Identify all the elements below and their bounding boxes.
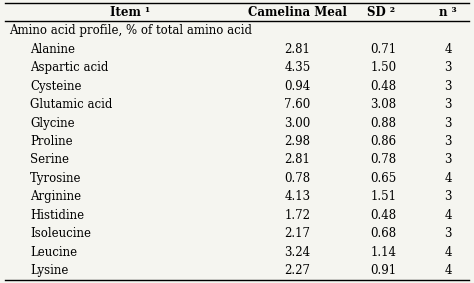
Text: 0.78: 0.78 [370, 153, 396, 166]
Text: 0.86: 0.86 [370, 135, 396, 148]
Text: 3: 3 [445, 228, 452, 241]
Text: 2.27: 2.27 [284, 264, 310, 277]
Text: n ³: n ³ [439, 6, 457, 19]
Text: Item ¹: Item ¹ [110, 6, 150, 19]
Text: 3: 3 [445, 80, 452, 93]
Text: 3.08: 3.08 [370, 98, 396, 111]
Text: Lysine: Lysine [30, 264, 69, 277]
Text: Arginine: Arginine [30, 190, 82, 203]
Text: 3: 3 [445, 135, 452, 148]
Text: Glycine: Glycine [30, 117, 75, 130]
Text: 1.50: 1.50 [370, 61, 396, 74]
Text: 3: 3 [445, 61, 452, 74]
Text: 4: 4 [445, 246, 452, 259]
Text: 3: 3 [445, 153, 452, 166]
Text: 1.72: 1.72 [284, 209, 310, 222]
Text: 3: 3 [445, 190, 452, 203]
Text: 2.81: 2.81 [284, 153, 310, 166]
Text: 0.78: 0.78 [284, 172, 310, 185]
Text: Histidine: Histidine [30, 209, 84, 222]
Text: Camelina Meal: Camelina Meal [248, 6, 347, 19]
Text: 3: 3 [445, 117, 452, 130]
Text: 4: 4 [445, 209, 452, 222]
Text: 0.48: 0.48 [370, 209, 396, 222]
Text: Proline: Proline [30, 135, 73, 148]
Text: 0.65: 0.65 [370, 172, 396, 185]
Text: 3: 3 [445, 98, 452, 111]
Text: 0.91: 0.91 [370, 264, 396, 277]
Text: Isoleucine: Isoleucine [30, 228, 91, 241]
Text: 4.35: 4.35 [284, 61, 310, 74]
Text: 1.51: 1.51 [370, 190, 396, 203]
Text: 2.17: 2.17 [284, 228, 310, 241]
Text: 0.68: 0.68 [370, 228, 396, 241]
Text: 4.13: 4.13 [284, 190, 310, 203]
Text: 0.88: 0.88 [370, 117, 396, 130]
Text: 0.71: 0.71 [370, 42, 396, 55]
Text: Leucine: Leucine [30, 246, 77, 259]
Text: Amino acid profile, % of total amino acid: Amino acid profile, % of total amino aci… [9, 24, 252, 37]
Text: Alanine: Alanine [30, 42, 75, 55]
Text: 3.24: 3.24 [284, 246, 310, 259]
Text: 0.48: 0.48 [370, 80, 396, 93]
Text: 4: 4 [445, 42, 452, 55]
Text: Cysteine: Cysteine [30, 80, 82, 93]
Text: 3.00: 3.00 [284, 117, 310, 130]
Text: Glutamic acid: Glutamic acid [30, 98, 113, 111]
Text: 2.81: 2.81 [284, 42, 310, 55]
Text: Serine: Serine [30, 153, 69, 166]
Text: 4: 4 [445, 264, 452, 277]
Text: Tyrosine: Tyrosine [30, 172, 82, 185]
Text: 7.60: 7.60 [284, 98, 310, 111]
Text: 1.14: 1.14 [370, 246, 396, 259]
Text: 2.98: 2.98 [284, 135, 310, 148]
Text: 0.94: 0.94 [284, 80, 310, 93]
Text: SD ²: SD ² [367, 6, 395, 19]
Text: 4: 4 [445, 172, 452, 185]
Text: Aspartic acid: Aspartic acid [30, 61, 109, 74]
